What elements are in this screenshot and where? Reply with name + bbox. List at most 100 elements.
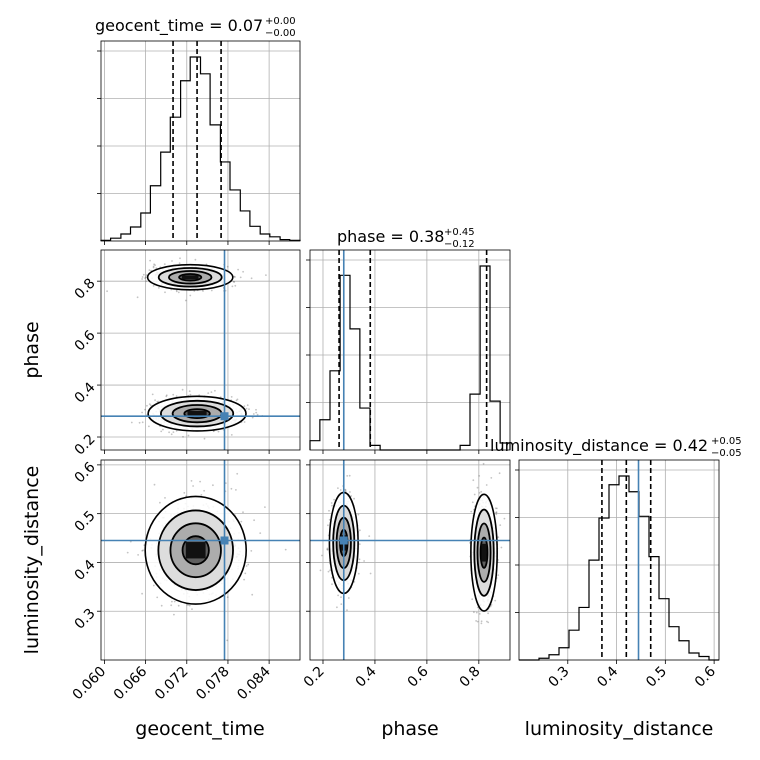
sample-point	[230, 434, 233, 436]
sample-point	[217, 430, 220, 433]
sample-point	[168, 431, 171, 434]
sample-point	[331, 583, 333, 586]
sample-point	[503, 517, 506, 520]
sample-point	[138, 421, 141, 424]
panel-geocent-time-histogram	[97, 40, 301, 245]
sample-point	[243, 421, 246, 423]
sample-point	[478, 475, 481, 477]
xlabel-phase: phase	[381, 718, 438, 740]
sample-point	[357, 513, 360, 516]
sample-point	[152, 584, 155, 587]
sample-point	[184, 299, 187, 302]
sample-point	[141, 411, 144, 414]
sample-point	[141, 549, 144, 552]
panel-phase-histogram	[306, 249, 511, 454]
sample-point	[246, 404, 249, 407]
sample-point	[151, 393, 154, 396]
sample-point	[326, 547, 329, 550]
sample-point	[172, 431, 175, 433]
sample-point	[164, 497, 166, 499]
sample-point	[144, 276, 147, 279]
sample-point	[156, 596, 159, 599]
histogram-step	[100, 56, 301, 241]
x-tick-label: 0.3	[546, 664, 573, 691]
title-geocent-time: geocent_time = 0.07	[95, 16, 263, 36]
sample-point	[482, 462, 485, 465]
sample-point	[214, 389, 216, 392]
sample-point	[152, 265, 155, 268]
sample-point	[333, 498, 335, 501]
sample-point	[148, 425, 150, 428]
x-tick-label: 0.078	[193, 664, 233, 704]
panel-frame	[309, 249, 511, 451]
sample-point	[500, 546, 503, 549]
sample-point	[243, 405, 246, 408]
sample-point	[141, 276, 144, 278]
sample-point	[244, 572, 247, 575]
sample-point	[200, 494, 203, 496]
sample-point	[499, 524, 502, 526]
title-luminosity-distance-minus: −0.05	[711, 448, 742, 459]
sample-point	[353, 497, 355, 500]
sample-point	[235, 399, 238, 402]
sample-point	[480, 620, 483, 623]
sample-point	[336, 606, 338, 609]
sample-point	[248, 408, 250, 410]
y-tick-label: 0.6	[72, 327, 99, 354]
sample-point	[136, 296, 139, 299]
sample-point	[203, 437, 206, 440]
sample-point	[284, 548, 287, 551]
y-tick-label: 0.5	[72, 508, 99, 535]
sample-point	[476, 486, 479, 489]
sample-point	[173, 600, 176, 603]
sample-point	[235, 489, 237, 491]
sample-point	[106, 290, 108, 293]
sample-point	[160, 604, 163, 607]
xlabel-luminosity-distance: luminosity_distance	[525, 718, 714, 740]
sample-point	[240, 520, 243, 523]
sample-point	[152, 285, 155, 287]
sample-point	[177, 604, 180, 607]
sample-point	[160, 430, 163, 433]
sample-point	[494, 599, 497, 602]
sample-point	[242, 511, 244, 514]
sample-point	[230, 396, 233, 398]
sample-point	[485, 484, 488, 486]
sample-point	[478, 492, 481, 494]
sample-point	[210, 289, 213, 292]
sample-point	[156, 400, 159, 403]
sample-point	[327, 524, 329, 527]
sample-point	[190, 480, 193, 482]
truth-marker	[220, 536, 229, 545]
sample-point	[144, 408, 146, 411]
sample-point	[490, 477, 493, 479]
sample-point	[175, 290, 178, 293]
sample-point	[478, 613, 481, 615]
sample-point	[363, 560, 365, 562]
sample-point	[245, 407, 248, 410]
sample-point	[170, 604, 173, 607]
sample-point	[350, 495, 353, 497]
sample-point	[141, 278, 144, 280]
sample-point	[368, 535, 371, 537]
sample-point	[483, 456, 485, 458]
sample-point	[130, 421, 133, 424]
panel-frame	[309, 459, 511, 661]
sample-point	[472, 479, 475, 482]
sample-point	[149, 259, 152, 262]
sample-point	[497, 574, 500, 576]
sample-point	[148, 269, 151, 271]
sample-point	[487, 621, 490, 624]
title-phase: phase = 0.38	[337, 227, 444, 246]
sample-point	[226, 596, 229, 599]
histogram-step	[309, 265, 511, 451]
sample-point	[239, 276, 242, 279]
sample-point	[177, 291, 180, 294]
sample-point	[154, 264, 157, 266]
sample-point	[251, 593, 254, 596]
sample-point	[247, 563, 250, 566]
density-peak	[185, 542, 206, 559]
sample-point	[495, 513, 498, 516]
x-tick-label: 0.5	[643, 664, 670, 691]
panel-frame	[518, 459, 720, 661]
